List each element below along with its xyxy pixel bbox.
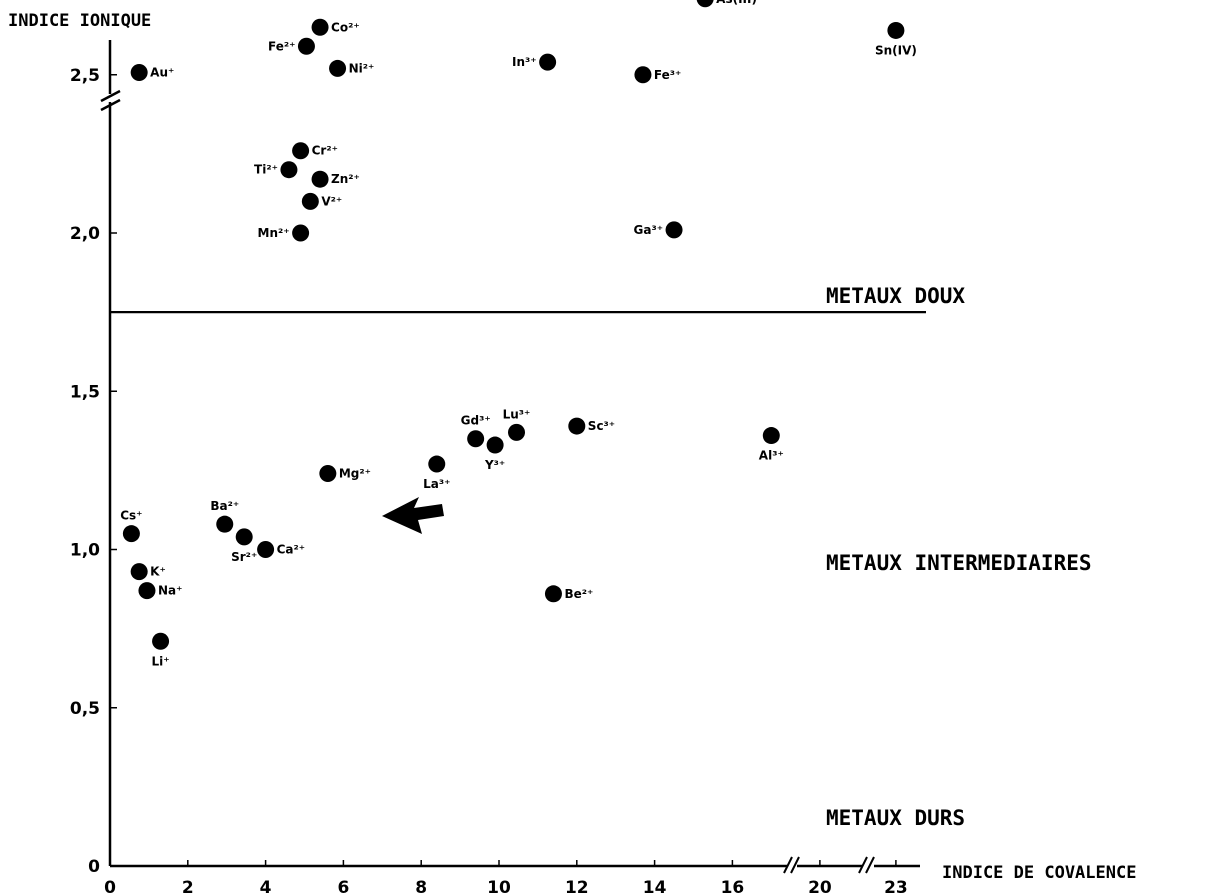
point-label: V²⁺ [321, 194, 342, 208]
point-label: Y³⁺ [484, 458, 505, 472]
point-label: Mg²⁺ [339, 467, 371, 481]
point-label: Be²⁺ [564, 587, 593, 601]
data-point [130, 563, 148, 581]
point-label: Gd³⁺ [461, 414, 491, 428]
y-tick-label: 2,0 [70, 224, 100, 244]
data-point [539, 53, 557, 71]
data-point [568, 417, 586, 435]
point-label: La³⁺ [423, 477, 450, 491]
x-tick-label: 8 [415, 878, 427, 896]
point-label: Ti²⁺ [254, 163, 278, 177]
point-label: Zn²⁺ [331, 172, 360, 186]
y-axis-break-mark [100, 89, 121, 112]
region-label-2: METAUX INTERMEDIAIRES [826, 551, 1092, 575]
y-tick-label: 1,5 [70, 382, 100, 402]
data-point [508, 423, 526, 441]
y-axis-title: INDICE IONIQUE [8, 11, 151, 31]
point-label: Lu³⁺ [503, 407, 531, 421]
x-tick-label: 12 [565, 878, 589, 896]
x-tick-label: 10 [487, 878, 511, 896]
data-point [152, 632, 170, 650]
point-label: Li⁺ [152, 654, 170, 668]
x-tick-label: 4 [260, 878, 272, 896]
region-boundaries: METAUX DOUX METAUX INTERMEDIAIRES METAUX D… [110, 284, 1092, 830]
point-label: Ba²⁺ [210, 499, 239, 513]
point-label: Ga³⁺ [634, 223, 664, 237]
x-tick-label: 0 [104, 878, 116, 896]
data-point [467, 430, 485, 448]
point-label: Au⁺ [150, 66, 174, 80]
x-tick-label: 14 [643, 878, 667, 896]
point-label: Fe³⁺ [654, 68, 681, 82]
point-label: Sc³⁺ [588, 419, 615, 433]
point-label: Sr²⁺ [231, 550, 257, 564]
y-tick-label: 0,5 [70, 699, 100, 719]
arrow-icon [382, 497, 444, 534]
data-point [311, 18, 329, 36]
data-point [122, 525, 140, 543]
point-label: Fe²⁺ [268, 39, 295, 53]
point-label: In³⁺ [512, 55, 537, 69]
x-tick-label: 6 [337, 878, 349, 896]
data-point [292, 224, 310, 242]
y-tick-label: 2,5 [70, 66, 100, 86]
point-label: Sn(IV) [875, 43, 917, 57]
point-label: Co²⁺ [331, 20, 360, 34]
x-axis-break-mark-2 [858, 856, 875, 874]
y-tick-label: 0 [88, 857, 100, 877]
y-tick-label: 1,0 [70, 541, 100, 561]
data-point [235, 528, 253, 546]
x-axis-title: INDICE DE COVALENCE [942, 863, 1136, 883]
data-point [311, 170, 329, 188]
point-label: Cs⁺ [120, 509, 142, 523]
point-label: Mn²⁺ [258, 226, 290, 240]
data-point [696, 0, 714, 8]
data-point [301, 192, 319, 210]
data-point [634, 66, 652, 84]
data-point [319, 465, 337, 483]
x-tick-label: 20 [808, 878, 832, 896]
point-label: Ca²⁺ [277, 543, 306, 557]
data-point [544, 585, 562, 603]
data-point [486, 436, 504, 454]
x-tick-label: 2 [182, 878, 194, 896]
data-point [130, 64, 148, 81]
data-point [280, 161, 298, 179]
region-label-3: METAUX DURS [826, 806, 965, 830]
point-label: Ni²⁺ [349, 61, 375, 75]
point-label: Cr²⁺ [312, 144, 338, 158]
data-point [257, 541, 275, 558]
tick-labels: INDICE IONIQUE INDICE DE COVALENCE 0 2 4 6 8 10… [8, 11, 1136, 896]
data-point [138, 582, 156, 600]
data-point [762, 427, 780, 445]
data-point [216, 515, 234, 533]
data-point [292, 142, 310, 160]
data-point [887, 21, 905, 39]
region-label-1: METAUX DOUX [826, 284, 965, 308]
axes [100, 40, 920, 874]
x-tick-label: 23 [884, 878, 908, 896]
point-label: As(III) [716, 0, 757, 6]
data-point [329, 59, 347, 77]
point-label: Na⁺ [158, 584, 182, 598]
data-point [297, 37, 315, 55]
data-point [665, 221, 683, 239]
data-point [428, 455, 446, 473]
data-points: Au⁺Ag⁺Tl⁺Cu⁺Pd²⁺Pt²⁺Hg²⁺Ul³⁺Tl³⁺Pb(IV)Pb… [120, 0, 917, 668]
x-tick-label: 16 [721, 878, 745, 896]
x-axis-break-mark-1 [783, 856, 800, 874]
point-label: Al³⁺ [759, 449, 784, 463]
point-label: K⁺ [150, 565, 166, 579]
annotations [382, 497, 444, 534]
